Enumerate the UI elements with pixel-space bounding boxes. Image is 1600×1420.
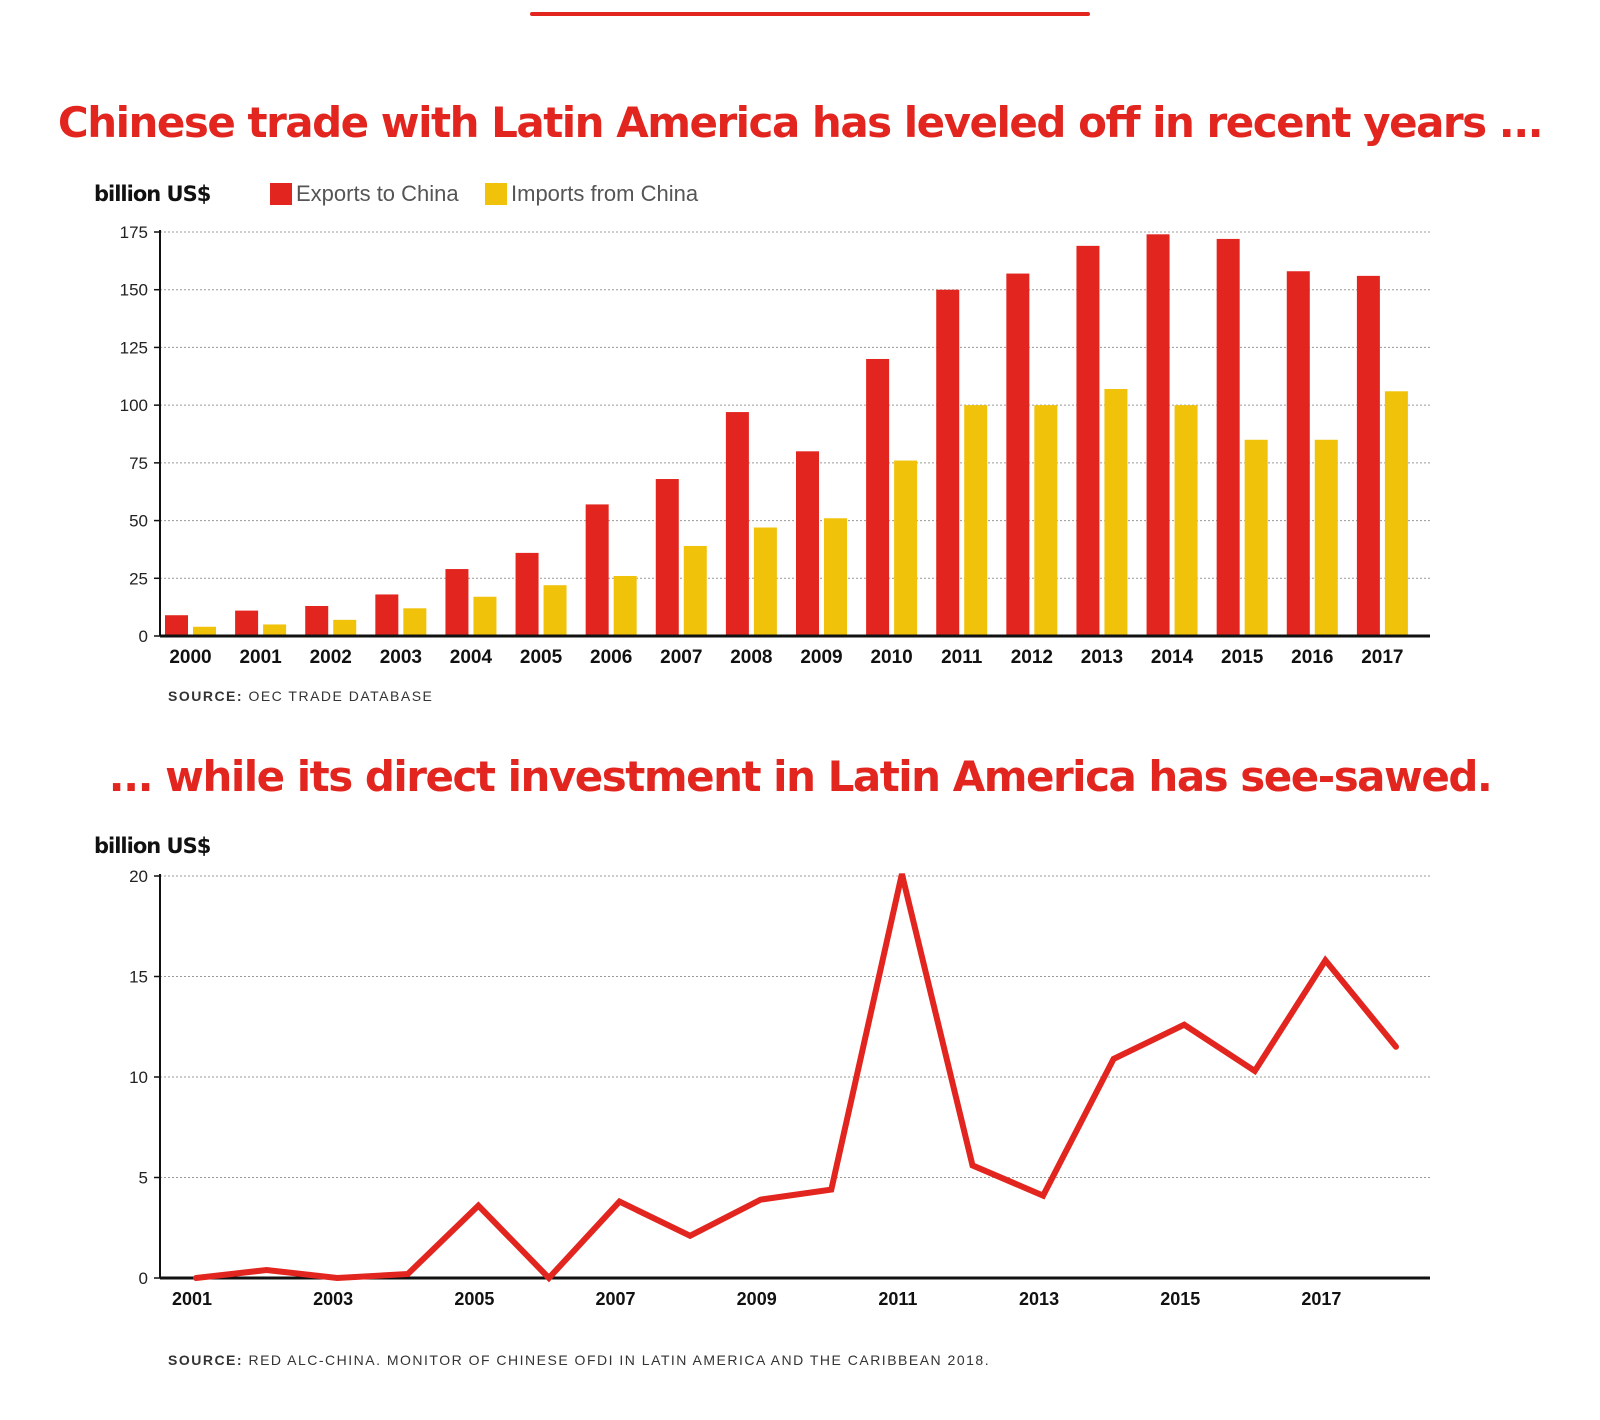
- trade-source-text: OEC TRADE DATABASE: [243, 688, 434, 704]
- bar-imports: [543, 585, 567, 636]
- bar-imports: [1174, 405, 1198, 636]
- trade-chart-unit-label: billion US$: [94, 182, 211, 206]
- bar-imports: [263, 624, 287, 636]
- line-ytick-label: 20: [129, 867, 148, 886]
- bar-exports: [585, 504, 609, 636]
- line-xtick-label: 2011: [878, 1289, 917, 1309]
- bar-exports: [1006, 273, 1030, 636]
- bar-ytick-label: 150: [120, 281, 148, 300]
- bar-exports: [725, 412, 749, 636]
- line-xtick-label: 2015: [1160, 1289, 1200, 1309]
- legend-item-imports: Imports from China: [485, 181, 698, 207]
- bar-imports: [1244, 439, 1268, 636]
- legend-item-exports: Exports to China: [270, 181, 459, 207]
- top-decorative-line: [530, 12, 1090, 16]
- bar-xtick-label: 2015: [1221, 647, 1264, 668]
- bar-ytick-label: 25: [129, 569, 148, 588]
- bar-exports: [1146, 234, 1170, 636]
- bar-imports: [894, 460, 918, 636]
- bar-ytick-label: 125: [120, 338, 148, 357]
- trade-source-label: SOURCE:: [168, 688, 244, 704]
- line-ytick-label: 5: [139, 1169, 148, 1188]
- bar-xtick-label: 2007: [660, 647, 702, 668]
- legend-swatch-imports: [485, 183, 507, 205]
- bar-exports: [375, 594, 399, 636]
- bar-exports: [515, 552, 539, 636]
- bar-ytick-label: 175: [120, 223, 148, 242]
- bar-xtick-label: 2009: [800, 647, 842, 668]
- bar-xtick-label: 2014: [1151, 647, 1194, 668]
- bar-imports: [1384, 391, 1408, 636]
- bar-imports: [753, 527, 777, 636]
- bar-xtick-label: 2001: [239, 647, 282, 668]
- bar-xtick-label: 2017: [1361, 647, 1403, 668]
- bar-exports: [796, 451, 819, 636]
- legend-label-imports: Imports from China: [511, 181, 699, 206]
- investment-source-text: RED ALC-CHINA. MONITOR OF CHINESE OFDI I…: [243, 1352, 991, 1368]
- bar-ytick-label: 75: [129, 454, 148, 473]
- trade-chart-source: SOURCE: OEC TRADE DATABASE: [168, 688, 433, 704]
- bar-xtick-label: 2016: [1291, 647, 1333, 668]
- bar-imports: [964, 405, 988, 636]
- line-xtick-label: 2001: [172, 1289, 212, 1309]
- investment-chart-title: ... while its direct investment in Latin…: [108, 752, 1493, 801]
- bar-imports: [613, 575, 637, 636]
- bar-exports: [235, 610, 259, 636]
- bar-imports: [403, 608, 427, 636]
- bar-xtick-label: 2000: [169, 647, 211, 668]
- bar-imports: [333, 619, 357, 636]
- bar-xtick-label: 2010: [870, 647, 912, 668]
- bar-xtick-label: 2006: [590, 647, 632, 668]
- bar-xtick-label: 2013: [1081, 647, 1123, 668]
- trade-bar-chart: 0 25 50 75 100 125 150 175 2000 2001 2002 2003 2004 2…: [120, 223, 1430, 668]
- bar-imports: [193, 626, 216, 636]
- line-xtick-label: 2007: [596, 1289, 636, 1309]
- line-xtick-label: 2003: [313, 1289, 353, 1309]
- trade-chart-title: Chinese trade with Latin America has lev…: [57, 98, 1544, 147]
- bar-exports: [445, 569, 469, 636]
- investment-series-line: [193, 873, 1399, 1283]
- bar-imports: [683, 545, 707, 636]
- bar-xtick-label: 2012: [1011, 647, 1053, 668]
- legend-label-exports: Exports to China: [296, 181, 459, 206]
- bar-ytick-label: 0: [139, 627, 148, 646]
- bar-exports: [655, 479, 679, 636]
- bar-exports: [936, 289, 960, 636]
- bar-exports: [866, 358, 890, 636]
- bar-xtick-label: 2002: [310, 647, 352, 668]
- bar-exports: [1286, 271, 1310, 636]
- bar-ytick-label: 100: [120, 396, 148, 415]
- bar-imports: [824, 518, 847, 636]
- bar-xtick-label: 2004: [450, 647, 493, 668]
- bar-xtick-label: 2005: [520, 647, 563, 668]
- bar-xtick-label: 2011: [941, 647, 983, 668]
- bar-imports: [1034, 405, 1058, 636]
- investment-chart-source: SOURCE: RED ALC-CHINA. MONITOR OF CHINES…: [168, 1352, 990, 1368]
- legend-swatch-exports: [270, 183, 292, 205]
- line-ytick-label: 10: [129, 1068, 148, 1087]
- bar-exports: [165, 615, 188, 636]
- bar-imports: [1104, 388, 1128, 636]
- line-xtick-label: 2013: [1019, 1289, 1059, 1309]
- line-ytick-label: 15: [129, 968, 148, 987]
- bar-exports: [1216, 238, 1240, 636]
- investment-source-label: SOURCE:: [168, 1352, 244, 1368]
- bar-imports: [473, 596, 497, 636]
- bar-xtick-label: 2008: [730, 647, 772, 668]
- bar-imports: [1314, 439, 1338, 636]
- line-ytick-label: 0: [139, 1269, 148, 1288]
- bar-exports: [305, 605, 329, 636]
- line-xtick-label: 2017: [1301, 1289, 1341, 1309]
- bar-xtick-label: 2003: [380, 647, 422, 668]
- line-xtick-label: 2005: [454, 1289, 494, 1309]
- bar-exports: [1076, 245, 1100, 636]
- line-xtick-label: 2009: [737, 1289, 777, 1309]
- investment-chart-unit-label: billion US$: [94, 834, 211, 858]
- bar-ytick-label: 50: [129, 512, 148, 531]
- bar-exports: [1356, 275, 1380, 636]
